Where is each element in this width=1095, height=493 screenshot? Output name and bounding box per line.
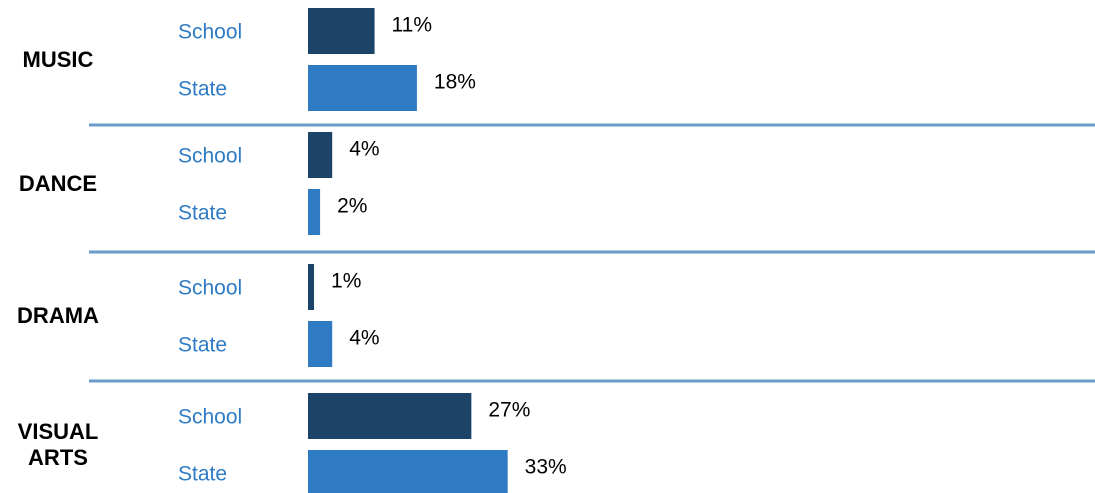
bar-school [308,8,375,54]
row-label-school: School [178,277,242,300]
category-label: DANCE [19,171,97,196]
row-label-state: State [178,334,227,357]
row-label-state: State [178,78,227,101]
row-label-school: School [178,406,242,429]
data-label: 33% [525,456,567,479]
bar-school [308,264,315,310]
bar-state [308,321,333,367]
data-label: 4% [349,138,379,161]
data-label: 2% [337,195,367,218]
bar-state [308,189,321,235]
bar-state [308,450,508,493]
data-label: 1% [331,270,361,293]
row-label-state: State [178,202,227,225]
bar-state [308,65,417,111]
row-label-school: School [178,145,242,168]
category-label: ARTS [28,445,88,470]
data-label: 18% [434,71,476,94]
bar-school [308,132,333,178]
row-label-state: State [178,463,227,486]
category-label: MUSIC [23,47,94,72]
data-label: 11% [392,14,432,37]
data-label: 27% [488,399,530,422]
bar-school [308,393,472,439]
category-label: DRAMA [17,303,99,328]
row-label-school: School [178,21,242,44]
category-label: VISUAL [18,419,99,444]
data-label: 4% [349,327,379,350]
